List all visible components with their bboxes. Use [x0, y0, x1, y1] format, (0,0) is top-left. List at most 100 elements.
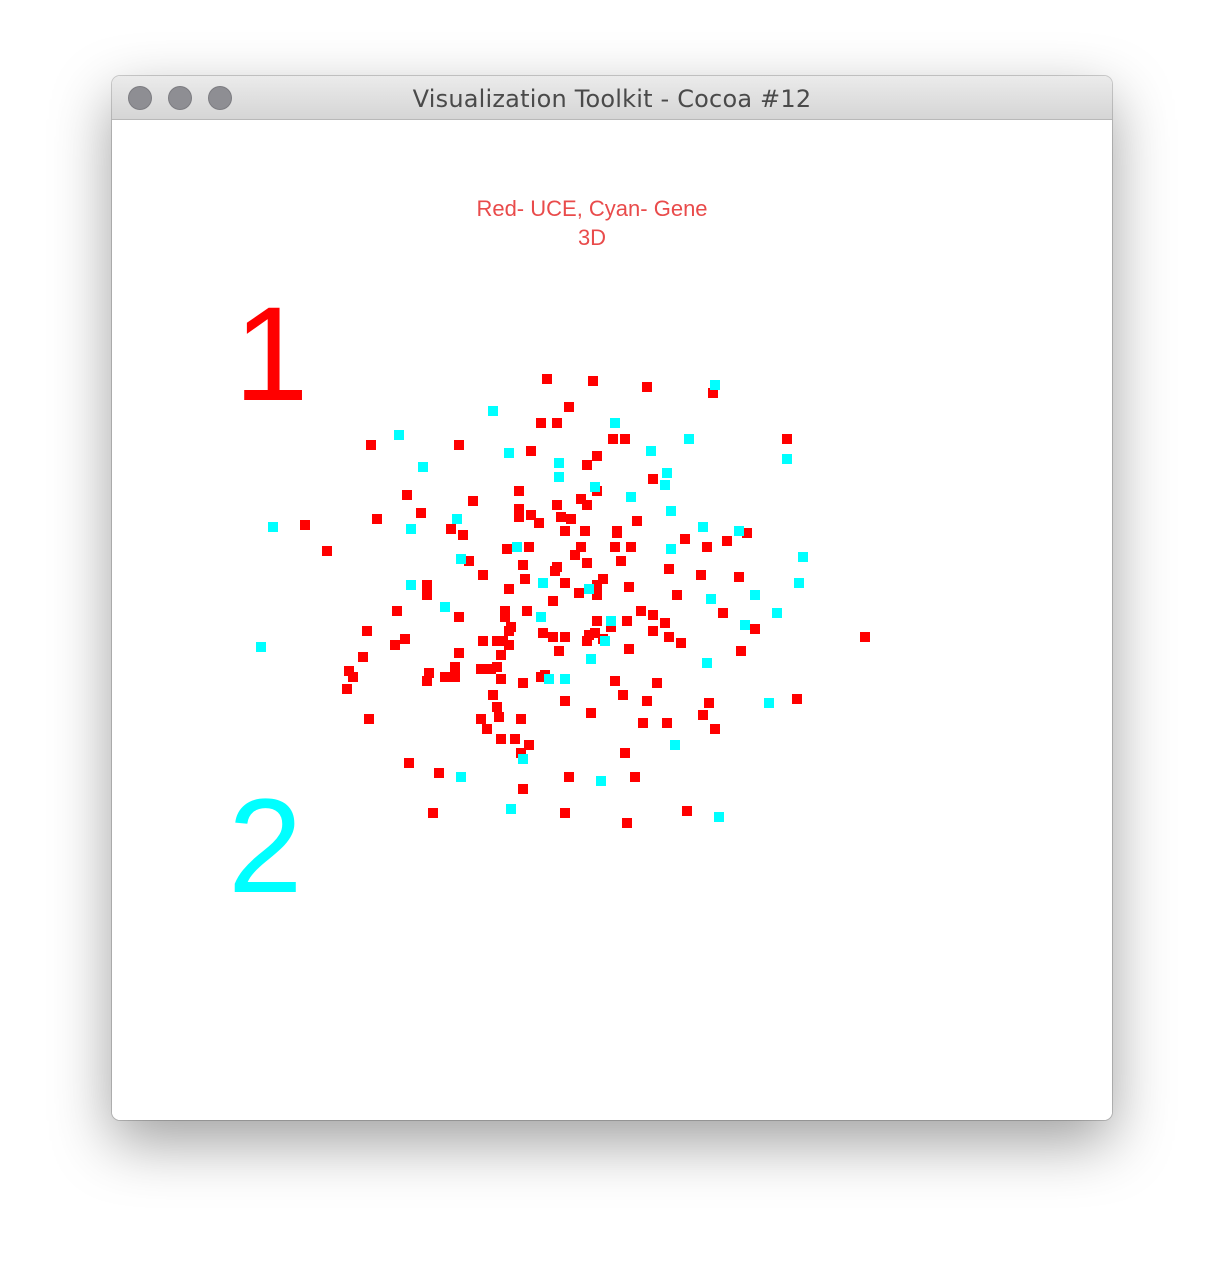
- uce-point-25: [526, 510, 536, 520]
- gene-point-38: [586, 654, 596, 664]
- uce-point-73: [500, 606, 510, 616]
- uce-point-43: [322, 546, 332, 556]
- gene-point-24: [798, 552, 808, 562]
- minimize-icon[interactable]: [168, 86, 192, 110]
- zoom-icon[interactable]: [208, 86, 232, 110]
- uce-point-58: [616, 556, 626, 566]
- gene-point-32: [536, 612, 546, 622]
- uce-point-141: [516, 714, 526, 724]
- gene-point-43: [670, 740, 680, 750]
- uce-point-9: [454, 440, 464, 450]
- gene-point-17: [268, 522, 278, 532]
- uce-point-88: [390, 640, 400, 650]
- uce-point-116: [348, 672, 358, 682]
- uce-point-74: [672, 590, 682, 600]
- gene-point-36: [256, 642, 266, 652]
- gene-point-0: [710, 380, 720, 390]
- uce-point-8: [366, 440, 376, 450]
- gene-point-22: [456, 554, 466, 564]
- uce-point-86: [506, 622, 516, 632]
- uce-point-121: [450, 672, 460, 682]
- uce-point-46: [502, 544, 512, 554]
- uce-point-103: [736, 646, 746, 656]
- uce-point-94: [454, 648, 464, 658]
- uce-point-101: [624, 644, 634, 654]
- gene-point-2: [610, 418, 620, 428]
- close-icon[interactable]: [128, 86, 152, 110]
- uce-point-115: [344, 666, 354, 676]
- uce-point-96: [622, 616, 632, 626]
- uce-point-24: [552, 500, 562, 510]
- gene-point-35: [772, 608, 782, 618]
- uce-point-27: [680, 534, 690, 544]
- uce-point-0: [542, 374, 552, 384]
- uce-point-51: [582, 558, 592, 568]
- uce-point-93: [498, 636, 508, 646]
- gene-point-11: [554, 472, 564, 482]
- uce-point-157: [510, 734, 520, 744]
- uce-point-42: [300, 520, 310, 530]
- uce-point-151: [630, 772, 640, 782]
- uce-point-54: [518, 560, 528, 570]
- uce-point-136: [476, 714, 486, 724]
- gene-point-21: [512, 542, 522, 552]
- uce-point-37: [560, 526, 570, 536]
- uce-point-87: [592, 616, 602, 626]
- gene-point-7: [662, 468, 672, 478]
- legend-caption: Red- UCE, Cyan- Gene: [476, 196, 708, 221]
- uce-point-40: [722, 536, 732, 546]
- uce-point-18: [556, 512, 566, 522]
- uce-point-23: [514, 504, 524, 514]
- uce-point-152: [428, 808, 438, 818]
- uce-point-10: [620, 434, 630, 444]
- uce-point-29: [416, 508, 426, 518]
- uce-point-85: [590, 628, 600, 638]
- uce-point-26: [534, 518, 544, 528]
- uce-point-153: [560, 808, 570, 818]
- uce-point-129: [488, 690, 498, 700]
- uce-point-114: [486, 664, 496, 674]
- uce-point-64: [624, 582, 634, 592]
- gene-point-9: [646, 446, 656, 456]
- uce-point-41: [742, 528, 752, 538]
- gene-point-47: [506, 804, 516, 814]
- uce-point-66: [548, 596, 558, 606]
- uce-point-126: [560, 696, 570, 706]
- cluster-label-one: 1: [234, 280, 309, 429]
- uce-point-2: [642, 382, 652, 392]
- gene-point-3: [684, 434, 694, 444]
- gene-point-25: [406, 580, 416, 590]
- uce-point-138: [638, 718, 648, 728]
- uce-point-109: [492, 662, 502, 672]
- uce-point-14: [582, 460, 592, 470]
- uce-point-118: [342, 684, 352, 694]
- uce-point-38: [580, 526, 590, 536]
- uce-point-102: [750, 624, 760, 634]
- gene-point-46: [596, 776, 606, 786]
- uce-point-45: [464, 556, 474, 566]
- title-bar[interactable]: Visualization Toolkit - Cocoa #12: [112, 76, 1112, 120]
- render-viewport[interactable]: Red- UCE, Cyan- Gene 3D 1 2: [112, 120, 1112, 1120]
- uce-point-135: [494, 712, 504, 722]
- gene-point-8: [418, 462, 428, 472]
- uce-point-77: [648, 610, 658, 620]
- uce-point-57: [696, 570, 706, 580]
- uce-point-1: [588, 376, 598, 386]
- vtk-window: Visualization Toolkit - Cocoa #12 Red- U…: [112, 76, 1112, 1120]
- uce-point-123: [518, 678, 528, 688]
- uce-point-35: [446, 524, 456, 534]
- uce-point-140: [710, 724, 720, 734]
- uce-point-21: [468, 496, 478, 506]
- uce-point-143: [496, 734, 506, 744]
- uce-point-31: [566, 514, 576, 524]
- uce-point-44: [524, 542, 534, 552]
- uce-point-78: [660, 618, 670, 628]
- uce-point-108: [860, 632, 870, 642]
- uce-point-6: [536, 418, 546, 428]
- uce-point-133: [652, 678, 662, 688]
- uce-point-75: [500, 612, 510, 622]
- uce-point-71: [422, 590, 432, 600]
- gene-point-48: [714, 812, 724, 822]
- uce-point-106: [554, 646, 564, 656]
- uce-point-70: [422, 580, 432, 590]
